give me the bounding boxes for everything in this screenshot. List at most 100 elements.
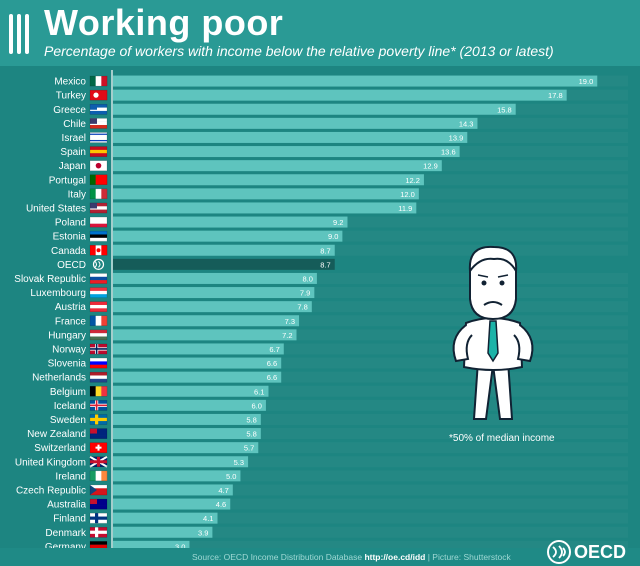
category-label: Norway — [52, 344, 86, 355]
bar-slovenia — [113, 357, 282, 369]
value-label: 11.9 — [398, 204, 412, 213]
bar-luxembourg — [113, 287, 315, 299]
flag-denmark-icon — [89, 527, 108, 538]
flag-france-icon — [89, 315, 108, 326]
category-label: Finland — [53, 514, 86, 525]
category-label: Germany — [45, 542, 86, 548]
oecd-brand: OECD — [547, 540, 626, 564]
category-label: Austria — [55, 302, 87, 313]
flag-israel-icon — [89, 132, 108, 143]
category-label: France — [55, 316, 87, 327]
value-label: 13.6 — [441, 148, 456, 157]
value-label: 8.0 — [302, 274, 312, 283]
value-label: 12.2 — [405, 176, 420, 185]
flag-japan-icon — [89, 160, 108, 171]
bar-estonia — [113, 230, 343, 242]
flag-finland-icon — [89, 512, 108, 524]
bar-belgium — [113, 385, 269, 397]
category-label: Australia — [47, 500, 86, 511]
flag-austria-icon — [89, 301, 108, 312]
value-label: 6.1 — [254, 387, 264, 396]
value-label: 7.3 — [285, 317, 295, 326]
flag-norway-icon — [89, 343, 108, 355]
value-label: 9.0 — [328, 232, 338, 241]
flag-turkey-icon — [89, 89, 108, 101]
bar-turkey — [113, 89, 567, 101]
value-label: 5.0 — [226, 472, 236, 481]
category-label: Iceland — [54, 401, 86, 412]
oecd-brand-text: OECD — [574, 541, 627, 562]
value-label: 3.9 — [198, 528, 208, 537]
category-label: Turkey — [56, 91, 86, 102]
value-label: 6.0 — [251, 401, 261, 410]
bar-denmark — [113, 526, 213, 538]
value-label: 14.3 — [459, 119, 474, 128]
value-label: 19.0 — [579, 77, 594, 86]
category-label: OECD — [57, 260, 86, 271]
worried-worker-illustration — [452, 245, 534, 420]
value-label: 12.9 — [423, 162, 438, 171]
category-label: Hungary — [48, 330, 86, 341]
bar-chile — [113, 117, 478, 129]
bar-united-states — [113, 202, 417, 214]
header-banner: Working poor Percentage of workers with … — [0, 0, 640, 66]
category-label: Ireland — [55, 471, 86, 482]
bar-iceland — [113, 399, 266, 411]
value-label: 5.8 — [246, 415, 256, 424]
category-label: New Zealand — [27, 429, 86, 440]
value-label: 4.1 — [203, 514, 213, 523]
bar-germany — [113, 540, 190, 548]
bar-slovak-republic — [113, 272, 317, 284]
bar-united-kingdom — [113, 456, 249, 468]
bar-australia — [113, 498, 231, 510]
category-label: Slovenia — [48, 359, 87, 370]
value-label: 9.2 — [333, 218, 343, 227]
category-label: Japan — [59, 161, 86, 172]
flag-italy-icon — [89, 188, 108, 200]
page-title: Working poor — [44, 2, 284, 43]
flag-slovenia-icon — [89, 357, 108, 369]
value-label: 4.7 — [218, 486, 228, 495]
value-label: 13.9 — [449, 133, 464, 142]
bar-finland — [113, 512, 218, 524]
flag-greece-icon — [89, 104, 108, 115]
bar-israel — [113, 131, 468, 143]
value-label: 4.6 — [216, 500, 226, 509]
bar-italy — [113, 188, 419, 200]
bar-france — [113, 315, 300, 327]
category-label: Czech Republic — [16, 485, 86, 496]
category-label: Israel — [62, 133, 86, 144]
flag-spain-icon — [89, 146, 108, 157]
flag-portugal-icon — [89, 174, 108, 185]
flag-united-states-icon — [89, 202, 108, 214]
value-label: 12.0 — [400, 190, 415, 199]
category-label: Luxembourg — [30, 288, 86, 299]
category-label: Greece — [53, 105, 86, 116]
bar-sweden — [113, 413, 261, 425]
value-label: 5.3 — [234, 458, 244, 467]
flag-slovak-republic-icon — [89, 273, 108, 284]
value-label: 7.2 — [282, 331, 292, 340]
bar-hungary — [113, 329, 297, 341]
flag-united-kingdom-icon — [89, 455, 108, 468]
page-subtitle: Percentage of workers with income below … — [44, 43, 554, 59]
footnote: *50% of median income — [449, 433, 555, 444]
source-line: Source: OECD Income Distribution Databas… — [192, 552, 511, 562]
category-label: Portugal — [49, 175, 86, 186]
value-label: 17.8 — [548, 91, 563, 100]
category-label: Estonia — [53, 232, 87, 243]
value-label: 6.7 — [269, 345, 279, 354]
flag-estonia-icon — [89, 230, 108, 242]
flag-sweden-icon — [89, 414, 108, 425]
value-label: 5.8 — [246, 430, 256, 439]
flag-poland-icon — [89, 216, 108, 228]
bar-norway — [113, 343, 284, 355]
flag-czech-republic-icon — [89, 484, 108, 496]
source-text: Source: OECD Income Distribution Databas… — [192, 552, 365, 562]
category-label: Chile — [63, 119, 86, 130]
value-label: 15.8 — [497, 105, 512, 114]
bar-spain — [113, 146, 460, 158]
flag-belgium-icon — [89, 386, 108, 397]
bar-poland — [113, 216, 348, 228]
source-link[interactable]: http://oe.cd/idd — [364, 552, 426, 562]
